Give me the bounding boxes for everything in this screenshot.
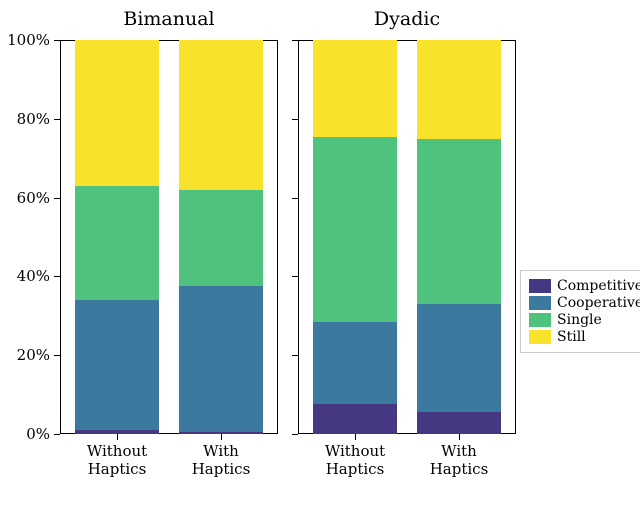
- legend-swatch: [529, 330, 551, 344]
- bar-segment-still: [179, 40, 263, 190]
- x-tick-label: Without Haptics: [57, 442, 177, 478]
- legend-swatch: [529, 296, 551, 310]
- legend-item: Single: [529, 312, 640, 328]
- y-tick: [54, 355, 60, 356]
- bar-segment-single: [75, 186, 159, 300]
- bar: [179, 40, 263, 434]
- panel-title: Bimanual: [60, 8, 278, 30]
- legend-item: Competitive: [529, 278, 640, 294]
- x-tick: [355, 434, 356, 440]
- bar-segment-cooperative: [179, 286, 263, 432]
- y-tick: [292, 119, 298, 120]
- legend: CompetitiveCooperativeSingleStill: [520, 270, 640, 353]
- x-tick: [459, 434, 460, 440]
- bar-segment-competitive: [313, 404, 397, 434]
- y-tick: [292, 355, 298, 356]
- bar: [75, 40, 159, 434]
- y-tick: [54, 434, 60, 435]
- y-tick-label: 100%: [0, 31, 50, 49]
- bar-segment-single: [179, 190, 263, 287]
- legend-label: Cooperative: [557, 295, 640, 311]
- legend-label: Competitive: [557, 278, 640, 294]
- x-tick-label: With Haptics: [161, 442, 281, 478]
- legend-swatch: [529, 279, 551, 293]
- y-tick: [292, 434, 298, 435]
- legend-item: Cooperative: [529, 295, 640, 311]
- bar: [417, 40, 501, 434]
- panel-title: Dyadic: [298, 8, 516, 30]
- y-tick: [54, 276, 60, 277]
- x-tick: [221, 434, 222, 440]
- legend-swatch: [529, 313, 551, 327]
- y-tick: [292, 198, 298, 199]
- legend-label: Still: [557, 329, 586, 345]
- legend-label: Single: [557, 312, 602, 328]
- y-tick: [54, 198, 60, 199]
- bar-segment-cooperative: [75, 300, 159, 430]
- bar-segment-single: [417, 139, 501, 304]
- y-tick: [54, 40, 60, 41]
- bar: [313, 40, 397, 434]
- y-tick-label: 0%: [0, 425, 50, 443]
- x-tick: [117, 434, 118, 440]
- y-tick: [292, 40, 298, 41]
- y-tick-label: 60%: [0, 189, 50, 207]
- bar-segment-competitive: [417, 412, 501, 434]
- bar-segment-cooperative: [417, 304, 501, 412]
- chart-figure: Bimanual 0% 20% 40% 60% 80% 100% Without Haptic…: [0, 0, 640, 516]
- y-tick: [54, 119, 60, 120]
- y-tick: [292, 276, 298, 277]
- bar-segment-still: [75, 40, 159, 186]
- bar-segment-still: [417, 40, 501, 139]
- bar-segment-single: [313, 137, 397, 322]
- legend-item: Still: [529, 329, 640, 345]
- x-tick-label: With Haptics: [399, 442, 519, 478]
- y-tick-label: 20%: [0, 346, 50, 364]
- bar-segment-still: [313, 40, 397, 137]
- y-tick-label: 80%: [0, 110, 50, 128]
- bar-segment-cooperative: [313, 322, 397, 405]
- x-tick-label: Without Haptics: [295, 442, 415, 478]
- y-tick-label: 40%: [0, 267, 50, 285]
